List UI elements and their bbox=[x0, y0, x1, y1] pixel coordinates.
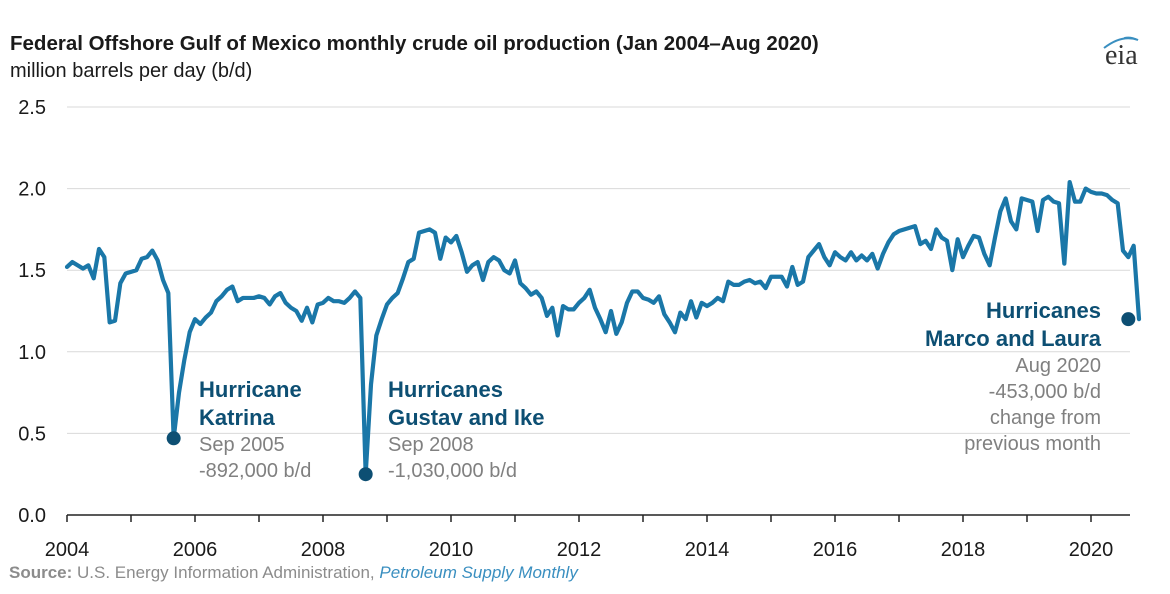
source-label: Source: bbox=[9, 563, 73, 582]
annotation-gustav-ike-change: -1,030,000 b/d bbox=[388, 460, 517, 482]
y-tick-label: 1.5 bbox=[18, 260, 46, 282]
highlight-markers bbox=[166, 312, 1136, 482]
x-tick-label: 2010 bbox=[429, 539, 474, 561]
highlight-point-0 bbox=[166, 431, 181, 446]
chart-title: Federal Offshore Gulf of Mexico monthly … bbox=[10, 32, 819, 55]
annotation-marco-laura-line1: Hurricanes bbox=[986, 298, 1101, 323]
x-tick-label: 2018 bbox=[941, 539, 986, 561]
annotation-marco-laura-line2: Marco and Laura bbox=[924, 326, 1101, 351]
annotation-marco-laura-note1: change from bbox=[989, 407, 1101, 429]
y-tick-label: 2.0 bbox=[18, 179, 46, 201]
annotation-marco-laura-date: Aug 2020 bbox=[1015, 355, 1101, 377]
series-line-production bbox=[64, 179, 1142, 477]
y-tick-label: 0.5 bbox=[18, 423, 46, 445]
annotation-katrina: Hurricane Katrina Sep 2005 -892,000 b/d bbox=[199, 376, 311, 484]
source-note: Source: U.S. Energy Information Administ… bbox=[9, 563, 578, 583]
annotation-marco-laura-change: -453,000 b/d bbox=[988, 381, 1101, 403]
x-tick-label: 2012 bbox=[557, 539, 602, 561]
annotation-marco-laura-note2: previous month bbox=[964, 433, 1101, 455]
source-text: U.S. Energy Information Administration, bbox=[72, 563, 380, 582]
annotation-gustav-ike: Hurricanes Gustav and Ike Sep 2008 -1,03… bbox=[388, 376, 545, 484]
x-tick-label: 2014 bbox=[685, 539, 730, 561]
x-tick-label: 2008 bbox=[301, 539, 346, 561]
x-tick-label: 2006 bbox=[173, 539, 218, 561]
highlight-point-1 bbox=[358, 467, 373, 482]
eia-logo: eia bbox=[1094, 32, 1154, 76]
y-tick-label: 2.5 bbox=[18, 97, 46, 119]
x-tick-label: 2004 bbox=[45, 539, 90, 561]
y-tick-label: 1.0 bbox=[18, 342, 46, 364]
y-tick-label: 0.0 bbox=[18, 505, 46, 527]
eia-logo-arc-icon bbox=[1103, 36, 1139, 49]
chart-subtitle: million barrels per day (b/d) bbox=[10, 60, 253, 82]
annotation-katrina-date: Sep 2005 bbox=[199, 434, 285, 456]
source-publication-link[interactable]: Petroleum Supply Monthly bbox=[379, 563, 578, 582]
annotation-marco-laura: Hurricanes Marco and Laura Aug 2020 -453… bbox=[925, 297, 1101, 457]
annotation-katrina-line1: Hurricane bbox=[199, 377, 302, 402]
y-axis: 0.0 0.5 1.0 1.5 2.0 2.5 bbox=[18, 97, 46, 527]
annotation-katrina-change: -892,000 b/d bbox=[199, 460, 312, 482]
eia-logo-text: eia bbox=[1105, 40, 1138, 71]
annotation-gustav-ike-line1: Hurricanes bbox=[388, 377, 503, 402]
annotation-katrina-line2: Katrina bbox=[199, 405, 275, 430]
x-axis: 2004 2006 2008 2010 2012 2014 2016 2018 2020 bbox=[45, 514, 1130, 561]
x-tick-label: 2020 bbox=[1069, 539, 1114, 561]
x-tick-label: 2016 bbox=[813, 539, 858, 561]
highlight-point-2 bbox=[1121, 312, 1136, 327]
annotation-gustav-ike-line2: Gustav and Ike bbox=[388, 405, 545, 430]
annotation-gustav-ike-date: Sep 2008 bbox=[388, 434, 474, 456]
